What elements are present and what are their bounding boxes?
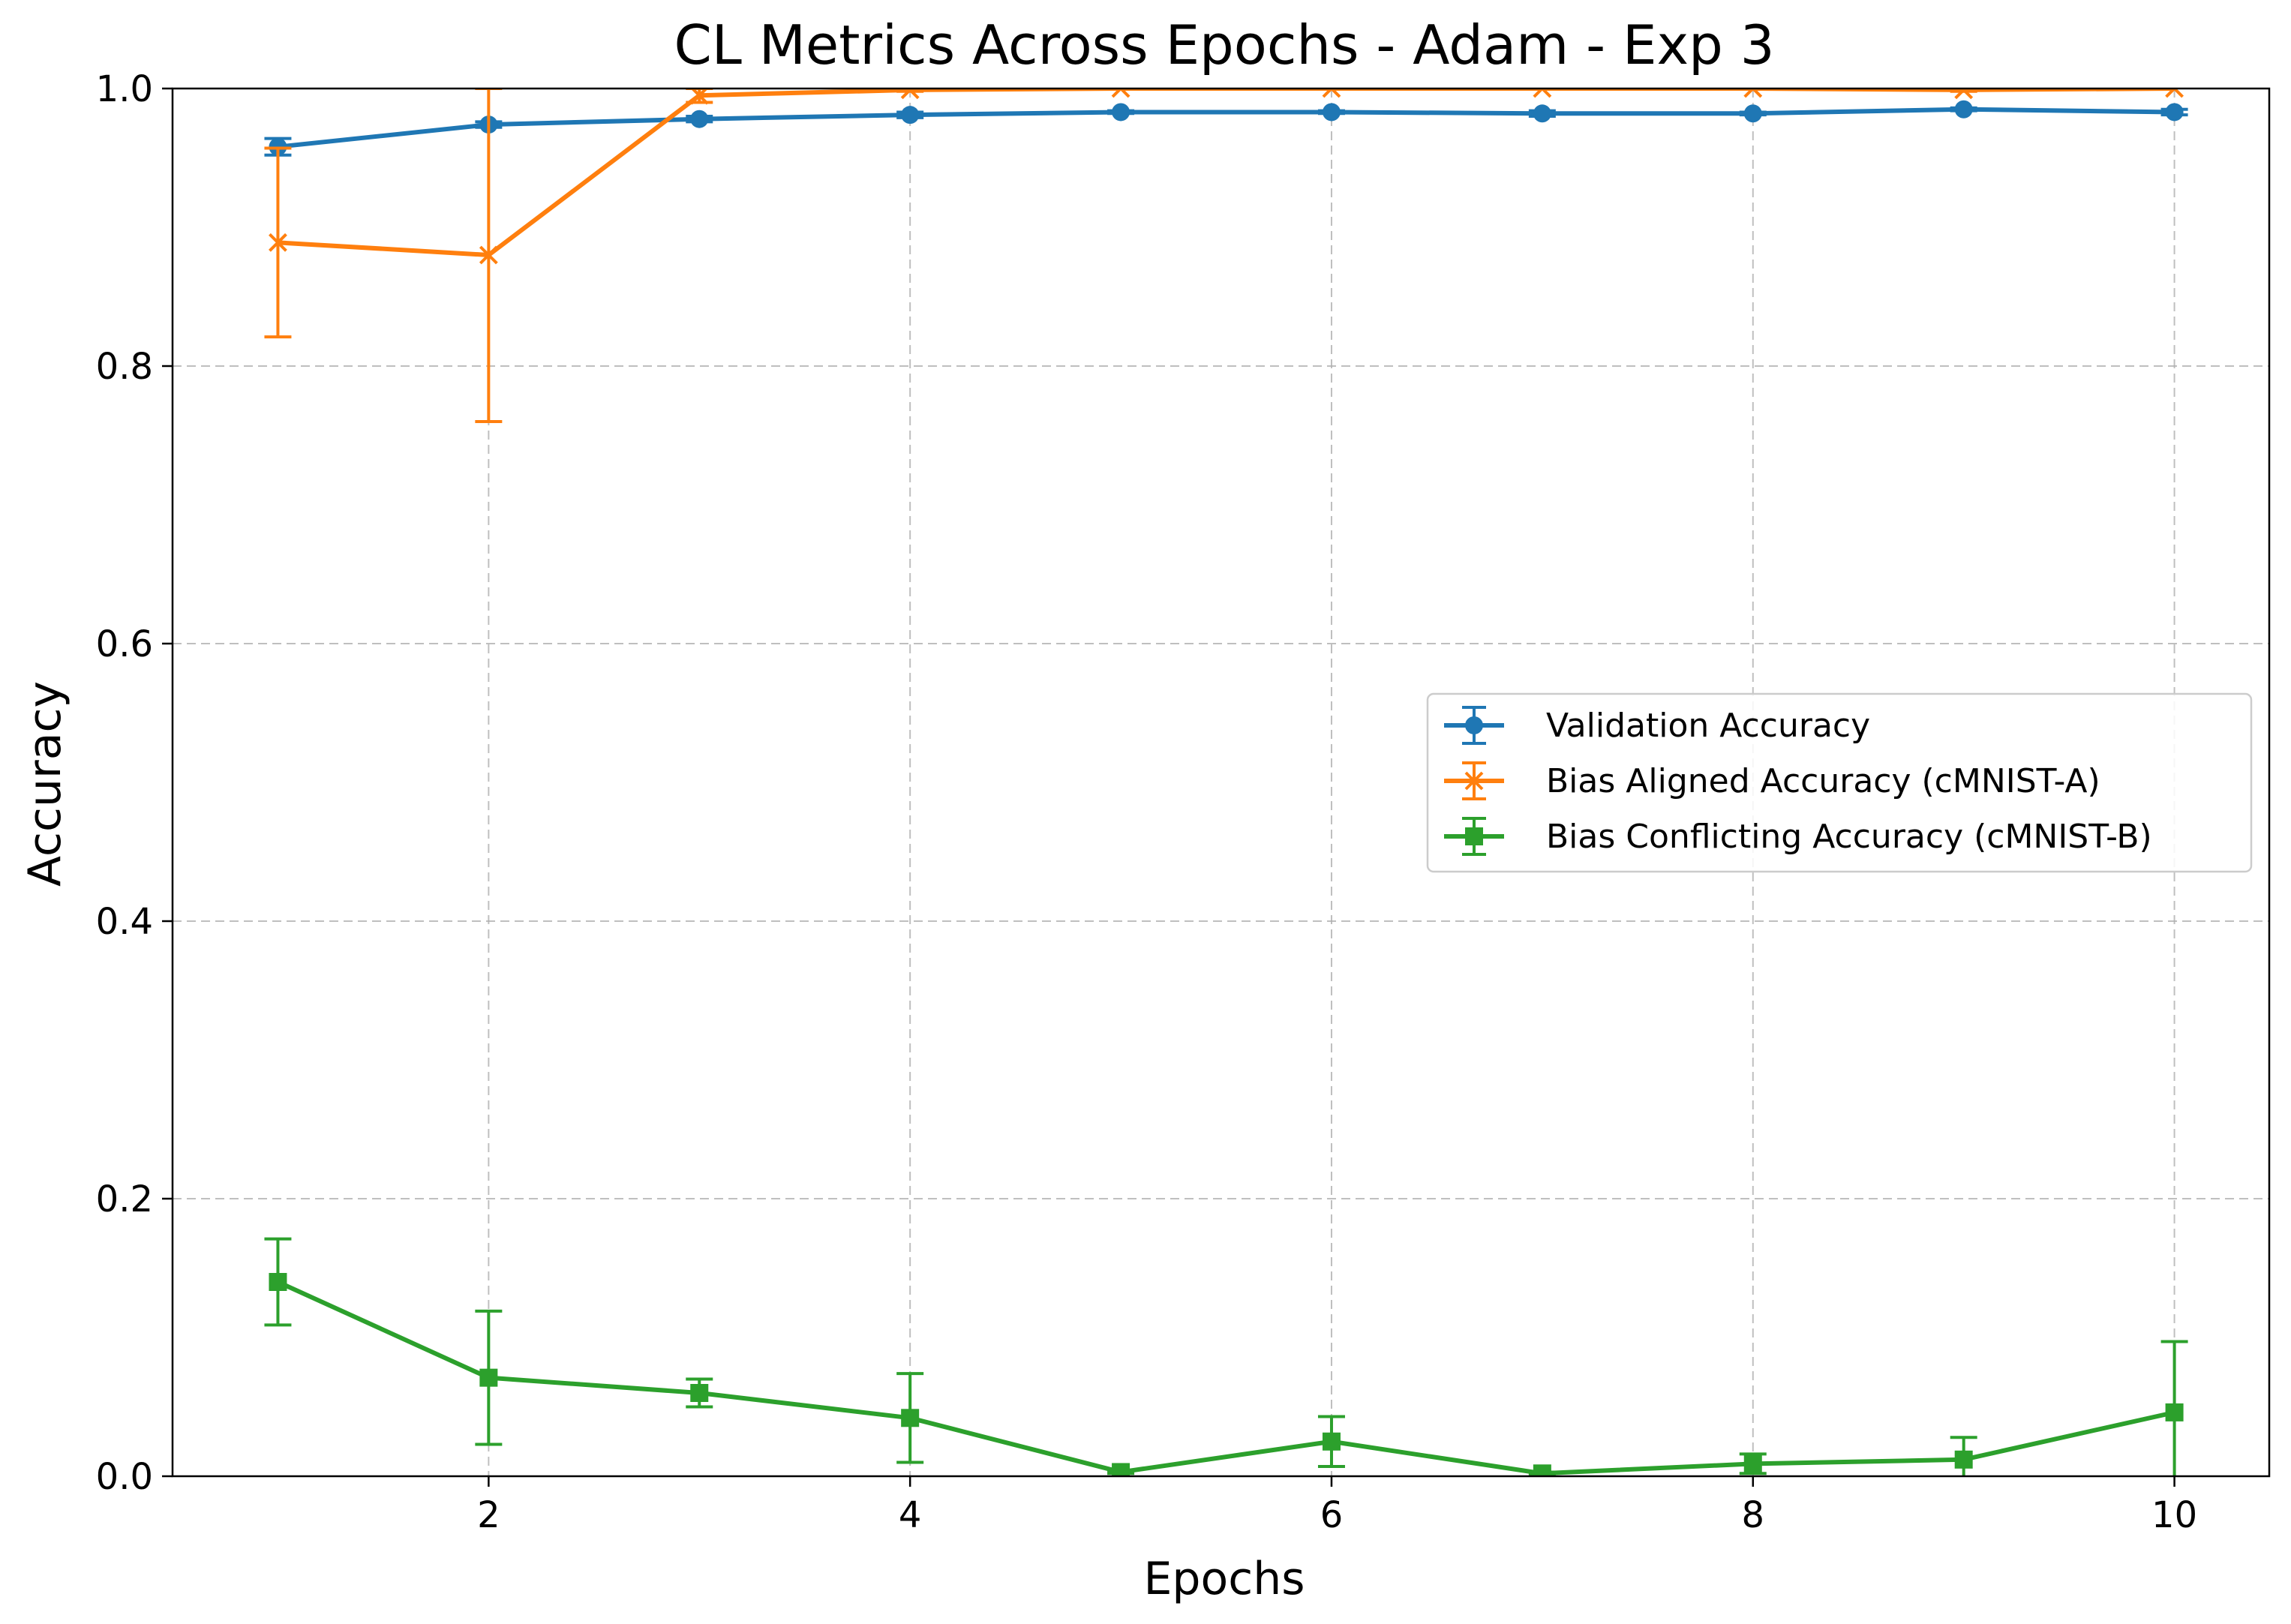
y-tick-label: 1.0 xyxy=(96,68,153,110)
series-line xyxy=(278,107,2175,149)
y-axis-ticks: 0.0 0.2 0.4 0.6 0.8 1.0 xyxy=(96,68,173,1498)
data-point xyxy=(1954,89,1974,100)
x-tick-label: 10 xyxy=(2151,1494,2197,1536)
series-line xyxy=(277,1280,2175,1476)
y-tick-label: 0.2 xyxy=(96,1178,153,1220)
y-tick-label: 0.0 xyxy=(96,1456,153,1498)
x-tick-label: 6 xyxy=(1320,1494,1344,1536)
legend-item: Bias Aligned Accuracy (cMNIST-A) xyxy=(1444,761,2100,800)
legend-marker xyxy=(1465,716,1483,734)
data-point xyxy=(1111,89,1130,98)
data-point xyxy=(479,1368,498,1387)
data-point xyxy=(1112,103,1130,122)
chart-title: CL Metrics Across Epochs - Adam - Exp 3 xyxy=(674,14,1775,77)
data-point xyxy=(2165,1403,2184,1421)
data-point xyxy=(269,233,287,252)
data-point xyxy=(479,245,498,265)
data-point xyxy=(1954,100,1973,119)
data-point xyxy=(901,106,920,125)
legend-box xyxy=(1426,692,2253,873)
plot-frame xyxy=(171,87,2271,1478)
legend: Validation Accuracy Bias Aligned Accuracy… xyxy=(1426,692,2253,873)
legend-marker xyxy=(1465,827,1483,845)
data-point xyxy=(269,1273,287,1291)
data-point xyxy=(2165,89,2184,98)
data-point xyxy=(1112,1463,1130,1476)
data-point xyxy=(1954,1450,1973,1469)
data-point xyxy=(1743,104,1762,123)
y-tick-label: 0.6 xyxy=(96,623,153,665)
data-point xyxy=(1322,89,1341,98)
legend-label: Validation Accuracy xyxy=(1546,707,1870,745)
data-point xyxy=(1743,1454,1762,1473)
x-axis-label: Epochs xyxy=(1144,1553,1305,1605)
data-point xyxy=(1322,1432,1341,1451)
y-tick-label: 0.8 xyxy=(96,346,153,388)
data-point xyxy=(2165,103,2184,122)
data-point xyxy=(690,1384,709,1402)
x-tick-label: 8 xyxy=(1742,1494,1765,1536)
series-3 xyxy=(264,1237,2188,1476)
legend-label: Bias Conflicting Accuracy (cMNIST-B) xyxy=(1546,818,2152,856)
data-point xyxy=(1322,103,1341,122)
x-tick-label: 4 xyxy=(899,1494,922,1536)
legend-item: Validation Accuracy xyxy=(1444,706,1870,745)
data-point xyxy=(1743,89,1763,98)
legend-marker xyxy=(1464,771,1484,791)
series-layer xyxy=(264,89,2188,1476)
y-axis-label: Accuracy xyxy=(19,681,71,887)
data-point xyxy=(1533,1464,1551,1476)
legend-label: Bias Aligned Accuracy (cMNIST-A) xyxy=(1546,762,2100,800)
data-point xyxy=(689,89,709,105)
data-point xyxy=(690,110,709,128)
data-point xyxy=(1533,89,1552,98)
data-point xyxy=(1533,104,1551,123)
x-tick-label: 2 xyxy=(477,1494,500,1536)
data-point xyxy=(900,89,920,100)
legend-item: Bias Conflicting Accuracy (cMNIST-B) xyxy=(1444,817,2152,856)
data-point xyxy=(901,1409,920,1427)
x-axis-ticks: 2 4 6 8 10 xyxy=(477,1476,2197,1536)
y-tick-label: 0.4 xyxy=(96,901,153,943)
